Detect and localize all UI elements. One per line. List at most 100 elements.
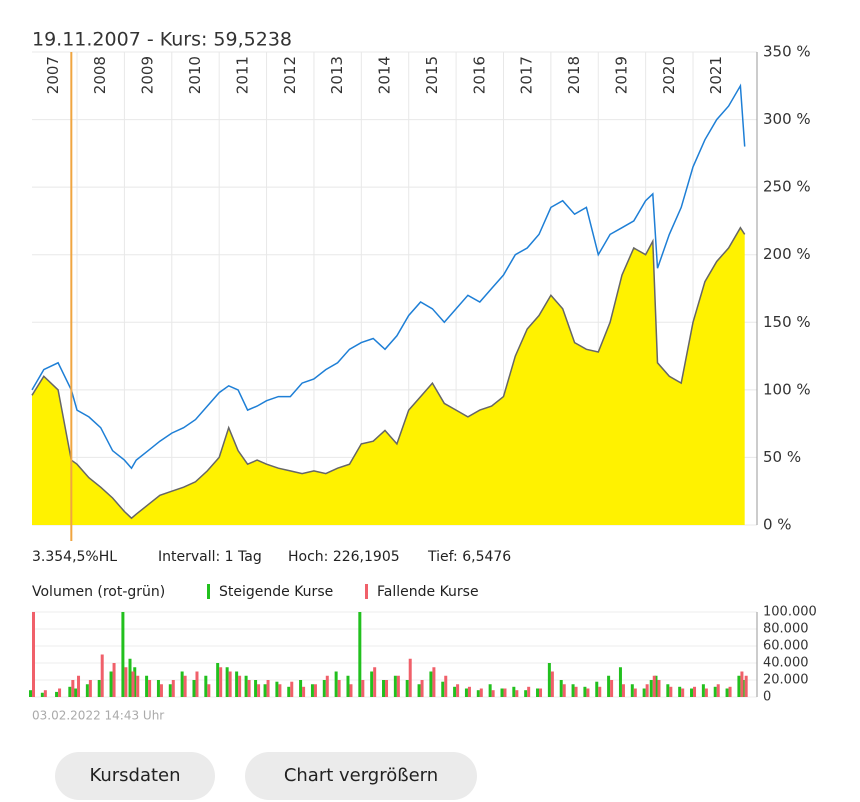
volume-bar [100,654,104,697]
volume-bar [124,667,128,697]
stat-label: Hoch: 226,1905 [288,549,400,565]
volume-bar [621,684,625,697]
volume-bar [515,690,519,697]
y-tick-label: 20.000 [763,673,809,688]
volume-bar [88,680,92,697]
volume-bar [595,681,599,697]
volume-bar [97,680,101,697]
area [32,227,745,525]
volume-bar [112,663,116,697]
volume-bar [43,690,47,697]
volume-bar [361,680,365,697]
volume-bar [441,681,445,697]
volume-bar [405,680,409,697]
volume-bar [725,688,729,697]
volume-bar [228,671,232,697]
volume-bar [235,671,239,697]
volume-bar [429,671,433,697]
x-tick-label: 2019 [612,56,630,94]
volume-bar [148,680,152,697]
volume-bar [263,684,267,697]
volume-bar [325,675,329,697]
volume-bar [500,688,504,697]
volume-bar [219,667,223,697]
volume-bar [183,675,187,697]
volume-bar [121,612,125,697]
y-tick-label: 80.000 [763,622,809,637]
volume-bar [207,684,211,697]
y-tick-label: 100 % [763,380,811,398]
x-tick-label: 2011 [233,56,251,94]
volume-bar [244,675,248,697]
volume-bar [737,675,741,697]
y-tick-label: 350 % [763,43,811,61]
volume-bar [254,680,258,697]
volume-bar [536,688,540,697]
volume-bar [337,680,341,697]
volume-bar [40,692,44,697]
volume-bar [630,684,634,697]
volume-bar [131,671,135,697]
volume-bar [195,671,199,697]
x-tick-label: 2008 [91,56,109,94]
volume-bar [571,684,575,697]
y-tick-label: 0 % [763,516,792,534]
volume-bar [287,686,291,697]
volume-bar [32,612,35,697]
y-tick-label: 100.000 [763,605,817,620]
button[interactable]: Kursdaten [55,752,215,800]
volume-bar [693,686,697,697]
volume-bar [68,686,72,697]
volume-bar [690,688,694,697]
volume-bar [618,667,622,697]
legend-swatch [365,584,368,599]
volume-bar [524,690,528,697]
volume-bar [488,684,492,697]
volume-bar [313,684,317,697]
volume-bar [302,686,306,697]
volume-bar [527,686,531,697]
volume-bar [257,684,261,697]
volume-bar [171,680,175,697]
volume-bar [55,691,59,697]
volume-bar [346,675,350,697]
volume-bar [444,675,448,697]
x-tick-label: 2007 [44,56,62,94]
volume-bar [216,663,220,697]
volume-bar [740,671,744,697]
x-tick-label: 2021 [707,56,725,94]
volume-bar [204,675,208,697]
volume-bar [385,680,389,697]
volume-bar [109,671,113,697]
volume-bar [453,686,457,697]
volume-bar [666,684,670,697]
y-tick-label: 0 [763,690,771,705]
volume-bar [136,675,140,697]
x-tick-label: 2020 [660,56,678,94]
volume-bar [586,688,590,697]
volume-bar [145,675,149,697]
area-line [31,226,746,520]
x-tick-label: 2012 [281,56,299,94]
volume-bar [159,684,163,697]
x-tick-label: 2017 [518,56,536,94]
volume-bar [393,675,397,697]
volume-bar [396,675,400,697]
line [31,83,746,470]
volume-bar [420,680,424,697]
x-tick-label: 2018 [565,56,583,94]
y-tick-label: 40.000 [763,656,809,671]
volume-bar [349,684,353,697]
volume-bar [310,684,314,697]
button[interactable]: Chart vergrößern [245,752,477,800]
volume-bar [299,680,303,697]
volume-bar [652,675,656,697]
volume-bar [417,684,421,697]
volume-bar [85,684,89,697]
y-tick-label: 200 % [763,245,811,263]
volume-bar [539,688,543,697]
volume-bar [654,675,658,697]
volume-bar [669,686,673,697]
legend-label: Steigende Kurse [219,584,333,600]
